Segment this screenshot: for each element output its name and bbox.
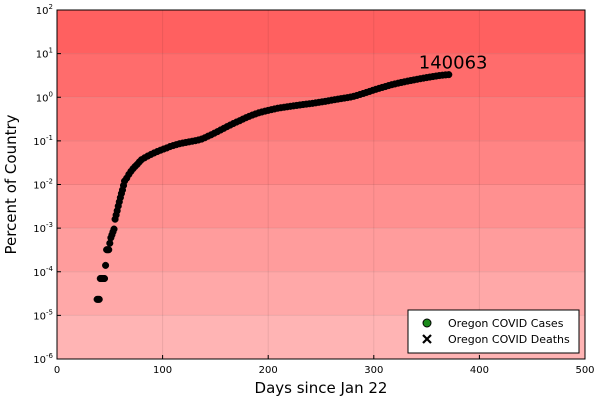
legend-box bbox=[407, 309, 580, 354]
case-point bbox=[102, 261, 110, 269]
y-tick-label: 10-1 bbox=[33, 134, 53, 148]
y-axis-title: Percent of Country bbox=[2, 114, 20, 254]
y-tick-label: 10-6 bbox=[33, 352, 53, 366]
y-tick-label: 10-4 bbox=[33, 265, 53, 279]
background-band bbox=[57, 53, 585, 98]
y-tick-label: 101 bbox=[36, 47, 53, 61]
case-point bbox=[110, 225, 118, 233]
x-axis-ticks: 0 100 200 300 400 500 bbox=[54, 355, 595, 376]
x-tick-label: 300 bbox=[364, 365, 383, 376]
y-tick-label: 10-3 bbox=[33, 221, 53, 235]
latest-case-count-label: 140063 bbox=[419, 53, 488, 74]
legend-deaths-marker bbox=[422, 334, 432, 344]
background-band bbox=[57, 228, 585, 272]
x-tick-label: 500 bbox=[575, 365, 594, 376]
y-tick-label: 100 bbox=[36, 90, 53, 104]
background-band bbox=[57, 271, 585, 316]
x-tick-label: 100 bbox=[153, 365, 172, 376]
case-point bbox=[445, 71, 453, 79]
y-tick-label: 102 bbox=[36, 3, 53, 17]
x-tick-label: 200 bbox=[259, 365, 278, 376]
x-tick-label: 0 bbox=[54, 365, 60, 376]
legend-cases-label: Oregon COVID Cases bbox=[448, 317, 564, 330]
legend: Oregon COVID Cases Oregon COVID Deaths bbox=[407, 309, 580, 354]
background-bands bbox=[57, 10, 585, 359]
background-band bbox=[57, 184, 585, 229]
legend-deaths-label: Oregon COVID Deaths bbox=[448, 333, 570, 346]
case-point bbox=[105, 246, 113, 254]
case-point bbox=[100, 274, 109, 283]
y-tick-label: 10-5 bbox=[33, 308, 53, 322]
background-band bbox=[57, 10, 585, 54]
case-point bbox=[95, 295, 103, 303]
cases-series bbox=[93, 71, 453, 303]
y-tick-label: 10-2 bbox=[33, 178, 53, 192]
x-tick-label: 400 bbox=[470, 365, 489, 376]
background-band bbox=[57, 140, 585, 185]
x-axis-title: Days since Jan 22 bbox=[255, 379, 388, 397]
legend-cases-marker bbox=[422, 318, 432, 328]
y-axis-ticks: 10-6 10-5 10-4 10-3 10-2 10-1 100 101 102 bbox=[33, 3, 61, 366]
x-marker-stroke bbox=[422, 334, 432, 344]
